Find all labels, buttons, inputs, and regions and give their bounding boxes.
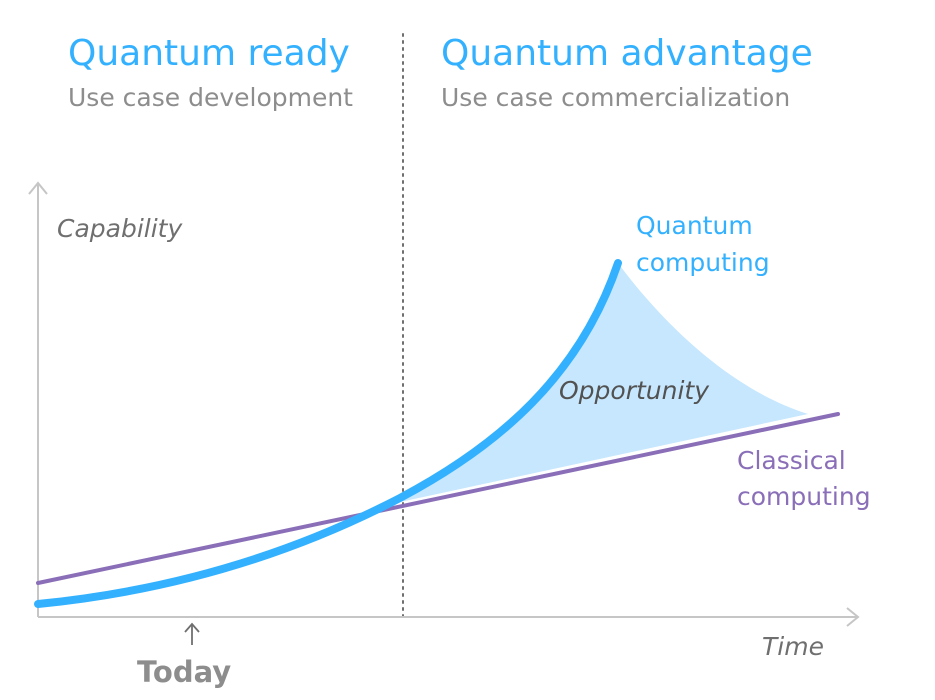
phase-title-ready: Quantum ready (68, 33, 350, 74)
phase-title-advantage: Quantum advantage (441, 33, 813, 74)
y-axis-label: Capability (57, 214, 183, 243)
opportunity-label: Opportunity (559, 376, 710, 405)
today-label: Today (137, 655, 231, 689)
classical-label-line1: Classical (737, 446, 846, 475)
x-axis-label: Time (762, 632, 824, 661)
quantum-label-line1: Quantum (636, 211, 753, 240)
x-axis-arrow-icon (846, 607, 860, 627)
opportunity-region (400, 263, 808, 502)
y-axis-arrow-icon (28, 181, 48, 195)
quantum-label-line2: computing (636, 248, 770, 277)
phase-subtitle-advantage: Use case commercialization (441, 83, 790, 112)
classical-label-line2: computing (737, 482, 871, 511)
phase-subtitle-ready: Use case development (68, 83, 353, 112)
quantum-computing-curve (34, 259, 622, 608)
classical-computing-line (36, 412, 840, 585)
today-arrow-icon (184, 622, 200, 633)
